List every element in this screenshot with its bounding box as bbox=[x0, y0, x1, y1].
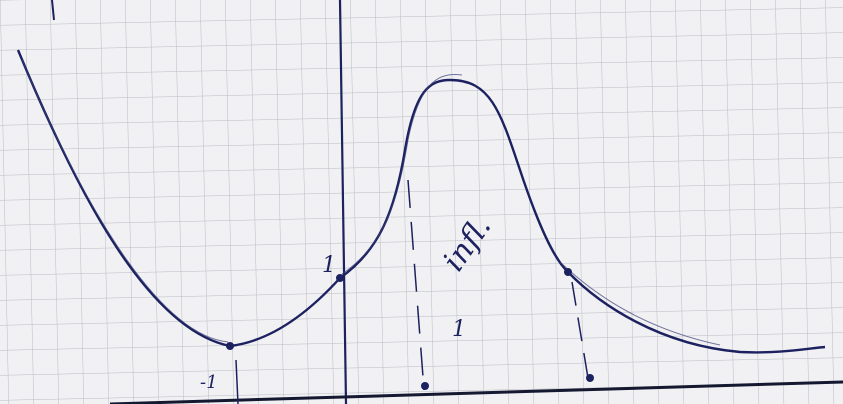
inner-one-label: 1 bbox=[452, 317, 466, 342]
x-axis-point bbox=[421, 382, 429, 390]
x-axis-point bbox=[586, 374, 594, 382]
grid-paper bbox=[0, 0, 843, 404]
y-intercept-point bbox=[336, 274, 344, 282]
x-minus-one-label: -1 bbox=[200, 372, 218, 393]
inflection-point bbox=[564, 268, 572, 276]
y-unit-label: 1 bbox=[322, 253, 336, 278]
minimum-point bbox=[226, 342, 234, 350]
sketch: 1 -1 infl. 1 bbox=[0, 0, 843, 404]
